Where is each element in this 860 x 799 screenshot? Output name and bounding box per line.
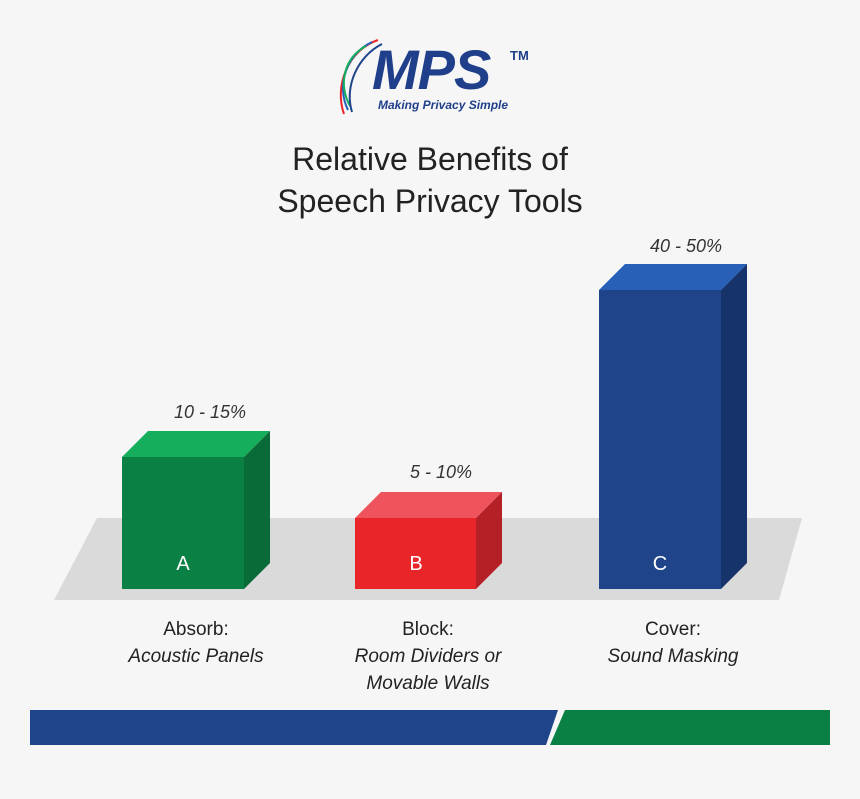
category-label-c: Cover: Sound Masking — [563, 616, 783, 670]
mps-logo: MPS TM Making Privacy Simple — [328, 36, 538, 118]
footer-stripe-green — [550, 710, 830, 745]
swoosh-icon — [339, 39, 383, 115]
value-label-c: 40 - 50% — [649, 236, 723, 256]
category-name: Absorb: — [163, 619, 229, 640]
logo-tagline: Making Privacy Simple — [378, 98, 509, 112]
category-label-b: Block: Room Dividers or Movable Walls — [318, 616, 538, 697]
logo-brand: MPS — [372, 38, 491, 101]
bar-a — [122, 431, 270, 589]
value-label-a: 10 - 15% — [173, 402, 247, 422]
category-name: Cover: — [645, 619, 701, 640]
title-line-2: Speech Privacy Tools — [277, 183, 583, 219]
category-desc: Acoustic Panels — [128, 646, 264, 667]
category-name: Block: — [402, 619, 454, 640]
bar-letter-c: C — [652, 553, 668, 575]
footer-stripe-blue — [30, 710, 558, 745]
bar-c — [599, 264, 747, 589]
chart-title: Relative Benefits of Speech Privacy Tool… — [0, 138, 860, 222]
logo-trademark: TM — [510, 48, 529, 63]
bar-b — [355, 492, 502, 589]
category-desc: Room Dividers or — [354, 646, 502, 667]
category-label-a: Absorb: Acoustic Panels — [86, 616, 306, 670]
category-desc-2: Movable Walls — [366, 673, 490, 694]
bar-letter-b: B — [409, 553, 423, 575]
title-line-1: Relative Benefits of — [292, 141, 568, 177]
category-desc: Sound Masking — [607, 646, 739, 667]
value-label-b: 5 - 10% — [409, 462, 473, 482]
bar-letter-a: A — [176, 553, 190, 575]
